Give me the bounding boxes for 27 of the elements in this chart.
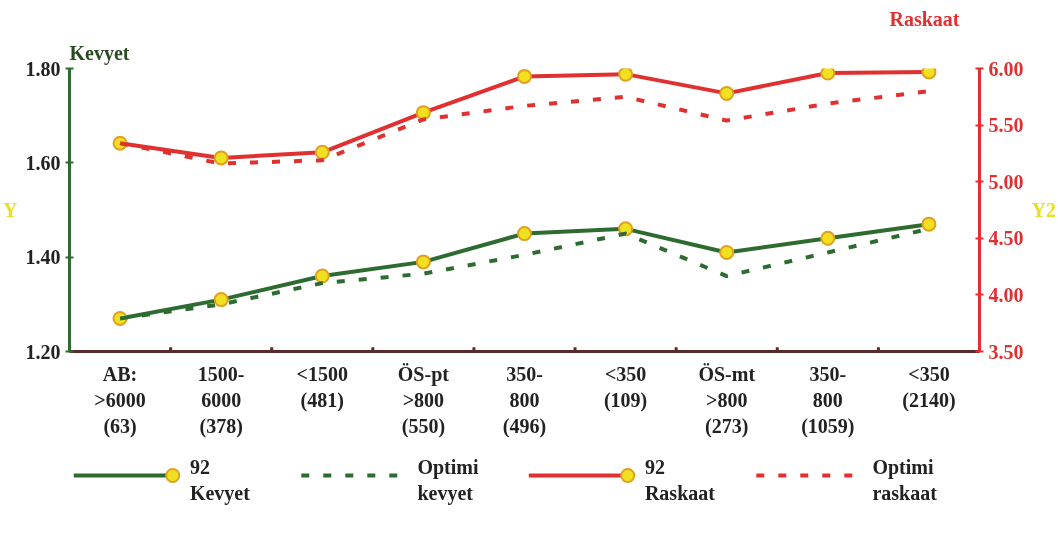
legend-label: Optimi raskaat bbox=[872, 455, 938, 504]
text: Raskaat bbox=[889, 7, 960, 30]
y-tick-label: 1.80 bbox=[25, 57, 61, 80]
x-tick-label: AB: >6000 (63) bbox=[94, 362, 146, 439]
y2-tick-label: 5.00 bbox=[988, 170, 1024, 193]
x-tick-label: <350 (2140) bbox=[902, 362, 956, 412]
x-tick-label: <1500 (481) bbox=[296, 362, 348, 412]
x-tick-label: 350- 800 (496) bbox=[502, 362, 547, 439]
x-tick-label: ÖS-mt >800 (273) bbox=[698, 362, 756, 439]
y-tick-label: 1.40 bbox=[25, 246, 61, 269]
y-axis-title: Y bbox=[3, 199, 19, 221]
legend-label: Optimi kevyet bbox=[417, 455, 479, 505]
y2-tick-label: 4.50 bbox=[988, 227, 1024, 250]
x-tick-label: 1500- 6000 (378) bbox=[197, 362, 245, 439]
x-tick-label: 350- 800 (1059) bbox=[801, 362, 855, 439]
y2-axis-title: Y2 bbox=[1031, 199, 1056, 221]
y-tick-label: 1.60 bbox=[25, 151, 61, 174]
legend-label: 92 Raskaat bbox=[644, 455, 716, 504]
x-tick-label: <350 (109) bbox=[603, 362, 648, 412]
y2-tick-label: 4.00 bbox=[988, 283, 1024, 306]
y2-tick-label: 5.50 bbox=[988, 114, 1024, 137]
y2-tick-label: 3.50 bbox=[988, 340, 1024, 363]
legend-label: 92 Kevyet bbox=[189, 455, 251, 505]
y-tick-label: 1.20 bbox=[25, 340, 61, 363]
y2-tick-label: 6.00 bbox=[988, 57, 1024, 80]
text: Kevyet bbox=[69, 41, 130, 65]
x-tick-label: ÖS-pt >800 (550) bbox=[397, 362, 450, 439]
